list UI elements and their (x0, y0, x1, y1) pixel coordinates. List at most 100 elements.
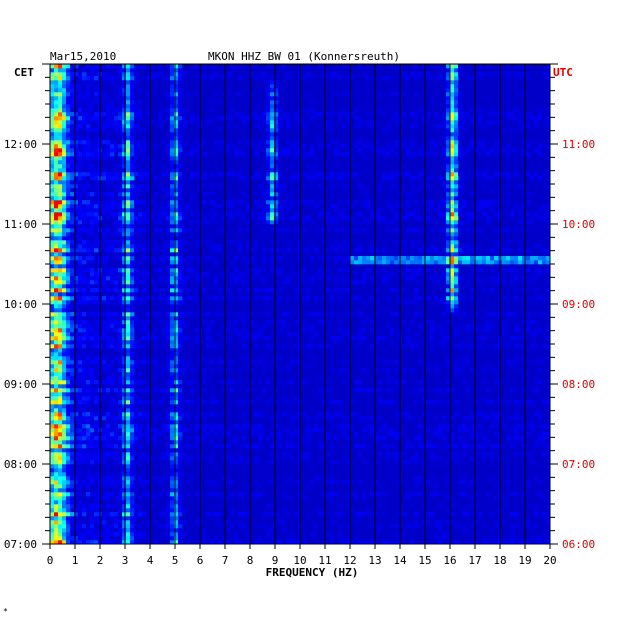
heatmap-cell (94, 136, 99, 141)
heatmap-cell (534, 388, 539, 393)
heatmap-cell (130, 460, 135, 465)
heatmap-cell (170, 132, 175, 137)
heatmap-cell (538, 296, 543, 301)
heatmap-cell (234, 436, 239, 441)
heatmap-cell (62, 252, 67, 257)
heatmap-cell (114, 432, 119, 437)
heatmap-cell (274, 168, 279, 173)
heatmap-cell (390, 220, 395, 225)
heatmap-cell (50, 300, 55, 305)
heatmap-cell (462, 220, 467, 225)
heatmap-cell (134, 220, 139, 225)
heatmap-cell (514, 416, 519, 421)
heatmap-cell (58, 420, 63, 425)
heatmap-cell (58, 392, 63, 397)
heatmap-cell (182, 336, 187, 341)
heatmap-cell (174, 228, 179, 233)
heatmap-cell (486, 260, 491, 265)
heatmap-cell (206, 344, 211, 349)
heatmap-cell (302, 172, 307, 177)
heatmap-cell (138, 140, 143, 145)
heatmap-cell (186, 276, 191, 281)
heatmap-cell (66, 136, 71, 141)
heatmap-cell (54, 248, 59, 253)
heatmap-cell (482, 412, 487, 417)
heatmap-cell (322, 416, 327, 421)
heatmap-cell (70, 276, 75, 281)
heatmap-cell (426, 320, 431, 325)
heatmap-cell (106, 476, 111, 481)
heatmap-cell (134, 200, 139, 205)
heatmap-cell (114, 532, 119, 537)
heatmap-cell (490, 424, 495, 429)
heatmap-cell (122, 260, 127, 265)
heatmap-cell (534, 376, 539, 381)
heatmap-cell (446, 128, 451, 133)
heatmap-cell (450, 148, 455, 153)
heatmap-cell (126, 380, 131, 385)
heatmap-cell (226, 456, 231, 461)
heatmap-cell (470, 424, 475, 429)
heatmap-cell (174, 284, 179, 289)
heatmap-cell (114, 284, 119, 289)
heatmap-cell (54, 188, 59, 193)
heatmap-cell (82, 396, 87, 401)
heatmap-cell (502, 256, 507, 261)
heatmap-cell (546, 452, 551, 457)
heatmap-cell (102, 320, 107, 325)
heatmap-cell (450, 136, 455, 141)
heatmap-cell (446, 184, 451, 189)
heatmap-cell (50, 520, 55, 525)
heatmap-cell (250, 256, 255, 261)
heatmap-cell (114, 116, 119, 121)
heatmap-cell (182, 276, 187, 281)
heatmap-cell (58, 144, 63, 149)
heatmap-cell (158, 208, 163, 213)
heatmap-cell (422, 144, 427, 149)
heatmap-cell (50, 188, 55, 193)
heatmap-cell (62, 132, 67, 137)
heatmap-cell (78, 360, 83, 365)
heatmap-cell (534, 272, 539, 277)
heatmap-cell (522, 124, 527, 129)
heatmap-cell (170, 444, 175, 449)
heatmap-cell (94, 212, 99, 217)
heatmap-cell (338, 428, 343, 433)
heatmap-cell (522, 228, 527, 233)
heatmap-cell (142, 344, 147, 349)
heatmap-cell (486, 452, 491, 457)
heatmap-cell (370, 256, 375, 261)
heatmap-cell (66, 484, 71, 489)
heatmap-cell (394, 240, 399, 245)
heatmap-cell (502, 320, 507, 325)
heatmap-cell (270, 216, 275, 221)
heatmap-cell (154, 436, 159, 441)
heatmap-cell (66, 500, 71, 505)
heatmap-cell (182, 520, 187, 525)
heatmap-cell (102, 168, 107, 173)
heatmap-cell (134, 432, 139, 437)
heatmap-cell (482, 260, 487, 265)
heatmap-cell (118, 152, 123, 157)
heatmap-cell (90, 360, 95, 365)
heatmap-cell (382, 368, 387, 373)
heatmap-cell (502, 324, 507, 329)
heatmap-cell (130, 536, 135, 541)
heatmap-cell (58, 164, 63, 169)
heatmap-cell (66, 176, 71, 181)
heatmap-cell (522, 280, 527, 285)
heatmap-cell (274, 216, 279, 221)
heatmap-cell (454, 212, 459, 217)
heatmap-cell (254, 172, 259, 177)
heatmap-cell (322, 296, 327, 301)
heatmap-cell (354, 240, 359, 245)
heatmap-cell (74, 340, 79, 345)
heatmap-cell (514, 272, 519, 277)
heatmap-cell (474, 344, 479, 349)
heatmap-cell (278, 328, 283, 333)
heatmap-cell (258, 360, 263, 365)
heatmap-cell (370, 244, 375, 249)
heatmap-cell (118, 496, 123, 501)
heatmap-cell (170, 296, 175, 301)
heatmap-cell (450, 388, 455, 393)
